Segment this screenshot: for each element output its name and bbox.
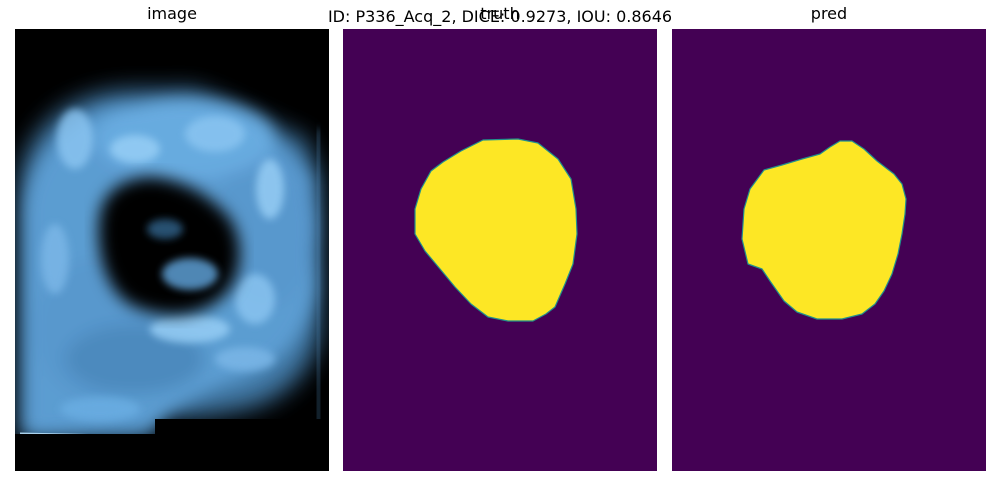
pred-mask (672, 29, 986, 471)
panel-title-truth: truth (480, 4, 520, 23)
ultrasound-image-panel (15, 29, 329, 471)
figure-title: ID: P336_Acq_2, DICE: 0.9273, IOU: 0.864… (327, 7, 673, 26)
panel-title-image: image (147, 4, 197, 23)
truth-mask-panel (343, 29, 657, 471)
pred-mask-panel (672, 29, 986, 471)
panel-title-pred: pred (810, 4, 848, 23)
ultrasound-image (15, 29, 329, 471)
truth-mask (343, 29, 657, 471)
